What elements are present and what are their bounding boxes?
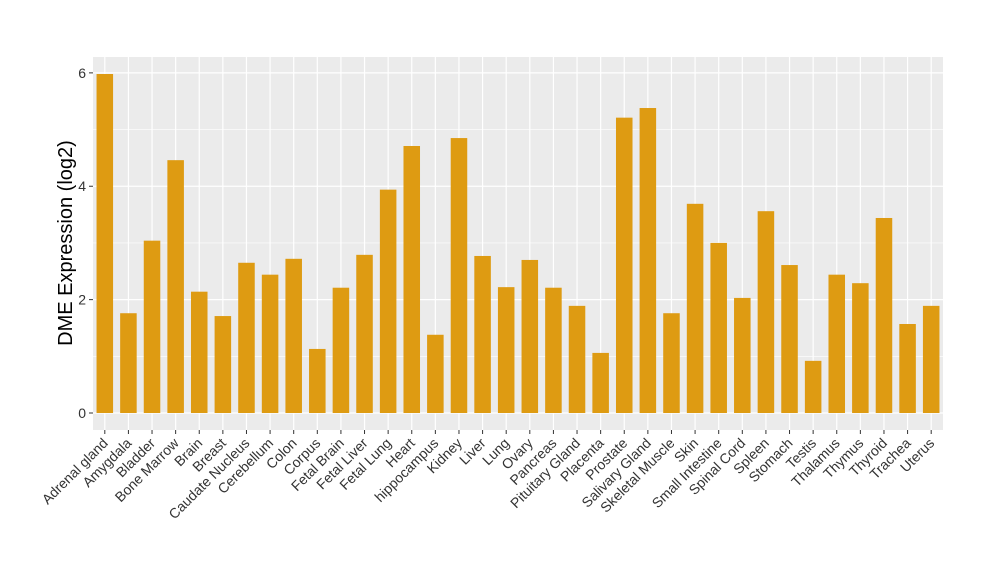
bar-spleen	[757, 211, 775, 413]
bar-salivary-gland	[639, 108, 657, 413]
y-tick-label: 4	[78, 178, 86, 194]
bar-thymus	[852, 283, 869, 413]
bar-heart	[403, 145, 421, 413]
bar-fetal-liver	[356, 254, 373, 413]
bar-uterus	[922, 305, 940, 413]
y-tick-label: 2	[78, 292, 86, 308]
y-tick-label: 0	[78, 405, 86, 421]
bar-caudate-nucleus	[238, 262, 255, 413]
bar-ovary	[521, 259, 539, 413]
plot-panel	[93, 57, 943, 430]
bar-pituitary-gland	[568, 305, 586, 413]
bar-liver	[474, 255, 491, 413]
bar-stomach	[781, 265, 798, 413]
bar-kidney	[450, 138, 468, 413]
bar-small-intestine	[710, 242, 727, 413]
bar-brain	[190, 291, 208, 413]
y-axis-label: DME Expression (log2)	[55, 140, 77, 346]
y-tick-label: 6	[78, 65, 86, 81]
bar-fetal-lung	[379, 189, 397, 413]
bar-fetal-brain	[332, 287, 350, 413]
bar-lung	[497, 287, 515, 413]
bar-bone-marrow	[167, 160, 184, 413]
bar-hippocampus	[427, 334, 444, 413]
bar-thalamus	[828, 274, 846, 413]
bar-trachea	[899, 323, 916, 413]
bar-colon	[285, 258, 302, 413]
bar-skeletal-muscle	[663, 313, 680, 413]
bar-cerebellum	[261, 274, 279, 413]
bar-breast	[214, 316, 232, 413]
bar-thyroid	[875, 217, 893, 413]
bar-skin	[686, 203, 704, 413]
bar-amygdala	[120, 313, 137, 413]
bar-pancreas	[545, 287, 562, 413]
bar-placenta	[592, 352, 609, 413]
bar-bladder	[143, 240, 161, 413]
bar-adrenal-gland	[96, 74, 114, 413]
bar-spinal-cord	[734, 297, 751, 413]
bar-prostate	[615, 117, 633, 413]
bar-testis	[804, 360, 822, 413]
bar-corpus	[309, 348, 326, 413]
